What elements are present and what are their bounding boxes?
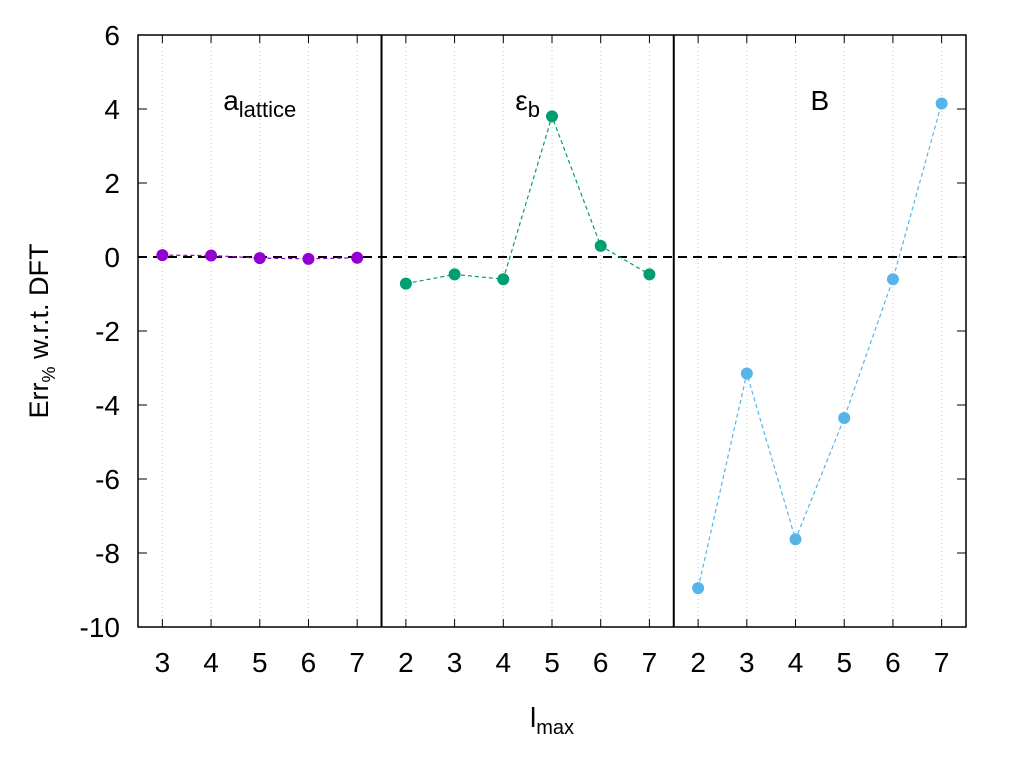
series-layer <box>156 97 948 595</box>
x-tick-label: 7 <box>934 647 950 678</box>
x-tick-label: 5 <box>544 647 560 678</box>
x-tick-label: 5 <box>836 647 852 678</box>
y-tick-label: -8 <box>95 538 120 569</box>
data-point <box>497 273 510 286</box>
x-tick-label: 4 <box>788 647 804 678</box>
y-tick-label: -6 <box>95 464 120 495</box>
data-point <box>351 251 364 264</box>
data-point <box>156 249 169 262</box>
tick-layer <box>138 34 966 628</box>
data-point <box>205 249 218 262</box>
panel-label-sub: b <box>528 97 540 122</box>
panel-label: B <box>811 85 830 116</box>
x-tick-label: 3 <box>739 647 755 678</box>
panel-label: alattice <box>223 85 296 122</box>
series-line <box>162 254 358 260</box>
grid-layer <box>161 35 943 627</box>
y-axis-label-main: Err <box>24 383 54 419</box>
x-tick-label: 4 <box>203 647 219 678</box>
panel-label-main: ε <box>515 85 527 116</box>
y-tick-label: -2 <box>95 316 120 347</box>
x-tick-label: 7 <box>349 647 365 678</box>
data-point <box>740 367 753 380</box>
data-point <box>838 411 851 424</box>
x-tick-label: 6 <box>885 647 901 678</box>
y-axis-label-rest: w.r.t. DFT <box>24 243 54 366</box>
x-tick-label: 2 <box>398 647 414 678</box>
data-point <box>253 252 266 265</box>
data-point <box>448 268 461 281</box>
label-layer: 3 4 5 6 7 alattice 2 3 4 5 6 7 εb 2 3 4 5 6 7 B -10 -8 -6 -4 -2 0… <box>80 20 950 678</box>
panel-label-main: B <box>811 85 830 116</box>
x-axis-label-main: l <box>530 702 536 733</box>
x-tick-label: 7 <box>642 647 658 678</box>
data-point <box>594 239 607 252</box>
x-tick-label: 6 <box>593 647 609 678</box>
data-point <box>789 533 802 546</box>
series-line <box>405 114 650 285</box>
data-point <box>546 110 558 123</box>
x-tick-label: 2 <box>690 647 706 678</box>
y-tick-label: -4 <box>95 390 120 421</box>
x-tick-label: 5 <box>252 647 268 678</box>
data-point <box>643 268 656 281</box>
data-point <box>886 273 899 286</box>
x-tick-label: 6 <box>301 647 317 678</box>
x-axis-label-sub: max <box>536 717 574 739</box>
data-point <box>692 582 705 595</box>
x-tick-label: 3 <box>447 647 463 678</box>
y-tick-label: 2 <box>104 168 120 199</box>
data-point <box>935 97 948 110</box>
x-axis-label: lmax <box>530 702 574 739</box>
panel-label: εb <box>515 85 540 122</box>
panel-divider-layer <box>380 35 675 627</box>
data-point <box>399 277 412 290</box>
y-tick-label: 0 <box>104 242 120 273</box>
x-tick-label: 4 <box>496 647 512 678</box>
panel-label-sub: lattice <box>239 97 296 122</box>
y-tick-label: 4 <box>104 94 120 125</box>
y-tick-label: 6 <box>104 20 120 51</box>
y-axis-label: Err% w.r.t. DFT <box>24 243 59 418</box>
x-tick-label: 3 <box>155 647 171 678</box>
y-tick-label: -10 <box>80 612 120 643</box>
data-point <box>302 252 315 265</box>
panel-label-main: a <box>223 85 239 116</box>
y-axis-label-sub: % <box>39 367 59 383</box>
series-line <box>697 103 943 589</box>
